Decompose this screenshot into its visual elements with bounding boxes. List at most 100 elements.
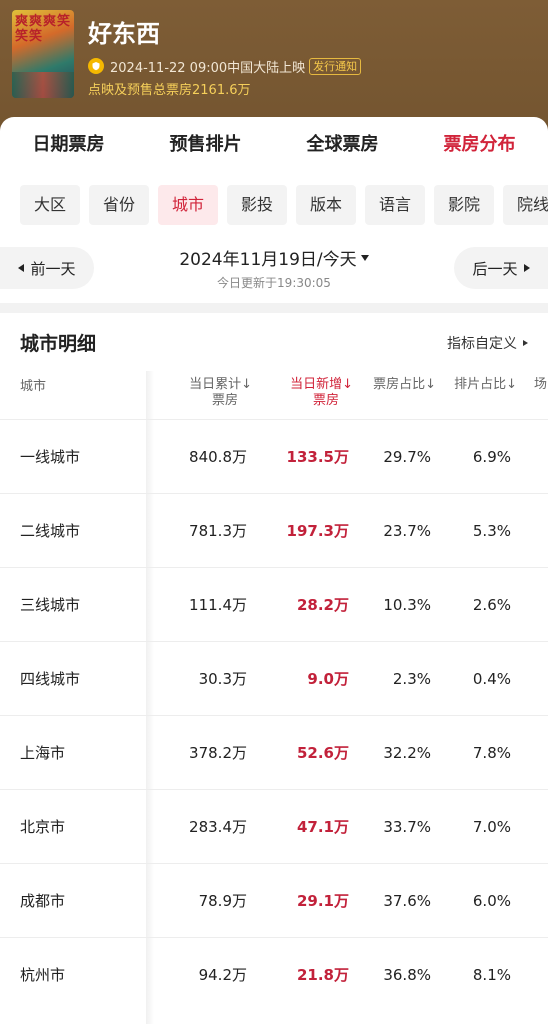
- increment-value: 197.3万: [286, 522, 349, 540]
- shield-badge-icon: [88, 58, 104, 74]
- city-name: 二线城市: [20, 522, 81, 540]
- total-box-office: 点映及预售总票房2161.6万: [88, 83, 251, 98]
- main-tabs: 日期票房 预售排片 全球票房 票房分布: [0, 117, 548, 173]
- cumulative-value: 781.3万: [189, 522, 247, 540]
- subtab-version[interactable]: 版本: [296, 185, 356, 225]
- city-name: 上海市: [20, 744, 66, 762]
- subtab-cinema[interactable]: 影院: [434, 185, 494, 225]
- section-divider: [0, 303, 548, 313]
- next-day-label: 后一天: [472, 259, 518, 278]
- box-office-share: 37.6%: [383, 892, 431, 910]
- release-date: 2024-11-22 09:00中国大陆上映: [110, 60, 306, 76]
- cumulative-value: 30.3万: [198, 670, 247, 688]
- table-row[interactable]: 三线城市 111.4万 28.2万 10.3% 2.6%: [0, 567, 548, 641]
- schedule-share: 7.0%: [472, 818, 511, 836]
- city-name: 一线城市: [20, 448, 81, 466]
- header-cumulative-line1: 当日累计↓: [189, 377, 252, 392]
- chevron-right-icon: [523, 340, 528, 346]
- increment-value: 47.1万: [296, 818, 349, 836]
- table-row[interactable]: 一线城市 840.8万 133.5万 29.7% 6.9%: [0, 419, 548, 493]
- subtab-language[interactable]: 语言: [365, 185, 425, 225]
- subtab-city[interactable]: 城市: [158, 185, 218, 225]
- subtab-chain[interactable]: 院线: [503, 185, 548, 225]
- schedule-share: 5.3%: [472, 522, 511, 540]
- box-office-share: 23.7%: [383, 522, 431, 540]
- header-cumulative-line2: 票房: [211, 393, 238, 408]
- city-name: 杭州市: [20, 966, 66, 984]
- triangle-left-icon: [18, 264, 25, 272]
- custom-metrics-label: 指标自定义: [447, 336, 517, 352]
- update-time: 今日更新于19:30:05: [217, 276, 331, 290]
- header-more[interactable]: 场: [534, 377, 548, 392]
- header-increment[interactable]: 当日新增↓ 票房: [290, 377, 353, 409]
- city-table: 城市 当日累计↓ 票房 当日新增↓ 票房 票房占比↓ 排片占比↓ 场 一线城市 …: [0, 371, 548, 1024]
- city-name: 四线城市: [20, 670, 81, 688]
- tab-presale-schedule[interactable]: 预售排片: [169, 134, 242, 155]
- poster-title: 爽爽爽笑笑笑: [15, 14, 72, 44]
- date-bar: 前一天 2024年11月19日/今天 今日更新于19:30:05 后一天: [0, 245, 548, 293]
- movie-title: 好东西: [88, 20, 160, 48]
- header-city: 城市: [20, 379, 47, 394]
- cumulative-value: 378.2万: [189, 744, 247, 762]
- table-row[interactable]: 成都市 78.9万 29.1万 37.6% 6.0%: [0, 863, 548, 937]
- column-shadow: [146, 371, 154, 1024]
- increment-value: 9.0万: [307, 670, 349, 688]
- box-office-share: 29.7%: [383, 448, 431, 466]
- date-selector[interactable]: 2024年11月19日/今天 今日更新于19:30:05: [150, 245, 398, 291]
- box-office-share: 36.8%: [383, 966, 431, 984]
- subtab-province[interactable]: 省份: [89, 185, 149, 225]
- release-notice-button[interactable]: 发行通知: [309, 57, 362, 75]
- header-increment-line1: 当日新增↓: [290, 377, 353, 392]
- schedule-share: 6.0%: [472, 892, 511, 910]
- schedule-share: 8.1%: [472, 966, 511, 984]
- prev-day-label: 前一天: [30, 259, 76, 278]
- table-row[interactable]: 北京市 283.4万 47.1万 33.7% 7.0%: [0, 789, 548, 863]
- schedule-share: 2.6%: [472, 596, 511, 614]
- table-header: 城市 当日累计↓ 票房 当日新增↓ 票房 票房占比↓ 排片占比↓ 场: [0, 371, 548, 419]
- city-detail-header: 城市明细 指标自定义: [0, 313, 548, 371]
- cumulative-value: 840.8万: [189, 448, 247, 466]
- table-row[interactable]: 上海市 378.2万 52.6万 32.2% 7.8%: [0, 715, 548, 789]
- box-office-share: 33.7%: [383, 818, 431, 836]
- box-office-share: 10.3%: [383, 596, 431, 614]
- tab-daily-box-office[interactable]: 日期票房: [32, 134, 105, 155]
- release-info: 2024-11-22 09:00中国大陆上映 发行通知: [88, 56, 362, 76]
- schedule-share: 0.4%: [472, 670, 511, 688]
- subtab-investor[interactable]: 影投: [227, 185, 287, 225]
- section-title: 城市明细: [20, 333, 97, 355]
- current-date: 2024年11月19日/今天: [179, 250, 357, 270]
- poster-art: [12, 72, 74, 98]
- table-row[interactable]: 四线城市 30.3万 9.0万 2.3% 0.4%: [0, 641, 548, 715]
- tab-global-box-office[interactable]: 全球票房: [306, 134, 379, 155]
- city-name: 成都市: [20, 892, 66, 910]
- tab-box-office-distribution[interactable]: 票房分布: [443, 134, 516, 155]
- header-cumulative[interactable]: 当日累计↓ 票房: [189, 377, 252, 409]
- cumulative-value: 78.9万: [198, 892, 247, 910]
- header-schedule-share[interactable]: 排片占比↓: [454, 377, 517, 392]
- cumulative-value: 111.4万: [189, 596, 247, 614]
- schedule-share: 7.8%: [472, 744, 511, 762]
- city-name: 三线城市: [20, 596, 81, 614]
- increment-value: 133.5万: [286, 448, 349, 466]
- custom-metrics-link[interactable]: 指标自定义: [447, 333, 528, 353]
- next-day-button[interactable]: 后一天: [454, 247, 548, 289]
- header-increment-line2: 票房: [312, 393, 339, 408]
- header-box-office-share[interactable]: 票房占比↓: [373, 377, 436, 392]
- movie-header: 爽爽爽笑笑笑 好东西 2024-11-22 09:00中国大陆上映 发行通知 点…: [0, 0, 548, 130]
- city-name: 北京市: [20, 818, 66, 836]
- subtab-region[interactable]: 大区: [20, 185, 80, 225]
- box-office-share: 2.3%: [392, 670, 431, 688]
- triangle-right-icon: [523, 264, 530, 272]
- increment-value: 29.1万: [296, 892, 349, 910]
- box-office-share: 32.2%: [383, 744, 431, 762]
- increment-value: 28.2万: [296, 596, 349, 614]
- table-row[interactable]: 杭州市 94.2万 21.8万 36.8% 8.1%: [0, 937, 548, 1011]
- sub-tabs[interactable]: 大区 省份 城市 影投 版本 语言 影院 院线: [0, 185, 548, 229]
- movie-poster[interactable]: 爽爽爽笑笑笑: [12, 10, 74, 98]
- content-card: 日期票房 预售排片 全球票房 票房分布 大区 省份 城市 影投 版本 语言 影院 院线 前一天…: [0, 117, 548, 1024]
- cumulative-value: 283.4万: [189, 818, 247, 836]
- prev-day-button[interactable]: 前一天: [0, 247, 94, 289]
- schedule-share: 6.9%: [472, 448, 511, 466]
- caret-down-icon: [360, 254, 369, 261]
- table-row[interactable]: 二线城市 781.3万 197.3万 23.7% 5.3%: [0, 493, 548, 567]
